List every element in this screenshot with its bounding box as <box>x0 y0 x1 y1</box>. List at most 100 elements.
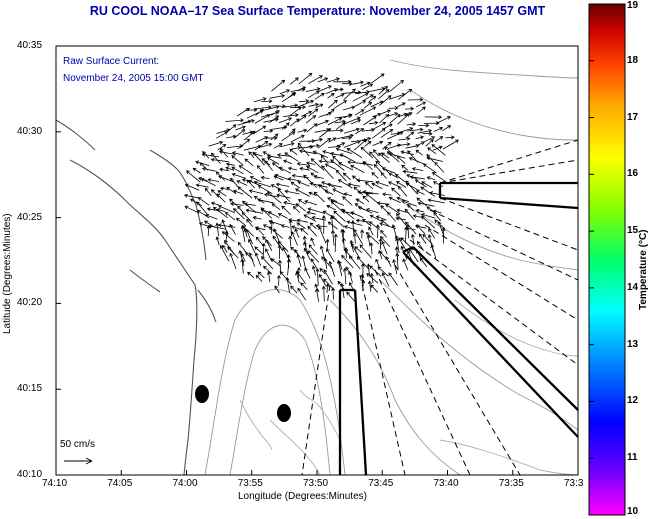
current-vector <box>376 201 390 206</box>
current-vector <box>261 242 266 259</box>
current-vector <box>309 222 317 230</box>
current-vector <box>392 258 398 275</box>
current-vector <box>401 199 418 207</box>
current-vector <box>353 138 367 151</box>
current-vector <box>286 258 291 276</box>
current-vector <box>395 181 407 188</box>
current-vector <box>408 157 425 165</box>
current-vector <box>260 256 274 270</box>
current-vector <box>248 238 256 253</box>
current-vector <box>414 179 427 188</box>
current-vector <box>237 186 253 199</box>
current-vector <box>417 201 435 207</box>
current-vector <box>281 131 296 142</box>
current-vector <box>248 179 261 187</box>
current-vector <box>296 99 315 108</box>
current-vector <box>297 128 308 133</box>
x-tick-label: 74:05 <box>107 478 133 489</box>
current-vector <box>277 213 288 219</box>
current-vector <box>391 224 397 237</box>
current-vector <box>375 180 389 187</box>
current-vector <box>257 271 265 279</box>
current-vector <box>389 113 401 124</box>
current-vector <box>247 271 255 278</box>
current-vector <box>355 128 365 135</box>
current-vector <box>365 208 379 214</box>
current-vector <box>279 271 292 285</box>
y-tick-label: 40:25 <box>17 211 43 223</box>
current-vector <box>227 246 239 259</box>
current-vector <box>433 211 442 222</box>
current-vector <box>308 143 320 148</box>
current-vector <box>343 127 360 134</box>
current-vector <box>336 259 343 277</box>
current-vector <box>326 182 342 188</box>
current-vector <box>323 278 335 290</box>
current-vector <box>348 270 353 283</box>
current-vector <box>354 246 363 254</box>
current-vector <box>356 178 374 183</box>
current-vector <box>222 244 228 253</box>
current-vector <box>332 188 345 196</box>
current-vector <box>432 181 444 188</box>
current-vector <box>328 260 336 277</box>
current-vector <box>233 129 246 139</box>
current-vector <box>296 218 309 223</box>
current-vector <box>304 199 318 206</box>
current-vector <box>314 288 320 302</box>
current-vector <box>343 88 356 100</box>
current-vector <box>371 128 386 139</box>
current-vector <box>307 250 320 263</box>
current-vector <box>324 189 334 195</box>
current-vector <box>445 135 455 140</box>
current-vector <box>369 214 382 222</box>
current-vector <box>400 150 414 155</box>
current-vector <box>299 166 310 171</box>
current-vector <box>381 167 397 174</box>
current-vector <box>298 72 313 85</box>
current-vector <box>246 218 254 228</box>
current-vector <box>380 219 390 227</box>
current-vector <box>186 170 201 183</box>
current-vector <box>313 175 324 179</box>
current-vector <box>298 149 317 155</box>
current-vector <box>405 180 418 195</box>
scale-arrow <box>64 457 93 465</box>
current-vector <box>303 214 317 222</box>
current-vector <box>368 226 374 236</box>
current-vector <box>301 255 307 270</box>
current-vector <box>415 190 425 195</box>
current-vector <box>311 265 316 276</box>
current-vector <box>334 114 353 119</box>
current-vector <box>254 114 271 124</box>
current-vector <box>365 231 380 245</box>
current-vector <box>405 182 419 191</box>
current-vector <box>378 89 390 100</box>
current-vector <box>276 153 292 158</box>
current-vector <box>280 224 290 228</box>
current-vector <box>360 229 365 239</box>
current-vector <box>388 106 399 111</box>
current-vector <box>344 116 361 125</box>
current-vector <box>342 196 353 206</box>
current-vector <box>352 92 369 102</box>
current-vector <box>426 176 436 181</box>
y-tick-label: 40:10 <box>17 469 43 480</box>
current-vector <box>380 172 387 179</box>
current-vector <box>217 223 236 228</box>
current-vector <box>270 258 282 267</box>
current-vector <box>269 94 286 99</box>
current-vector <box>397 88 413 100</box>
current-vector <box>369 242 374 255</box>
current-vector <box>395 237 400 254</box>
current-vector <box>359 106 377 116</box>
current-vector <box>433 126 444 133</box>
current-vector <box>379 222 396 229</box>
current-vector <box>323 257 328 270</box>
current-vector <box>318 226 327 244</box>
current-vector <box>343 113 353 119</box>
current-vector <box>319 245 325 260</box>
current-vector <box>442 125 452 132</box>
current-vector <box>339 153 356 163</box>
current-vector <box>237 205 244 213</box>
